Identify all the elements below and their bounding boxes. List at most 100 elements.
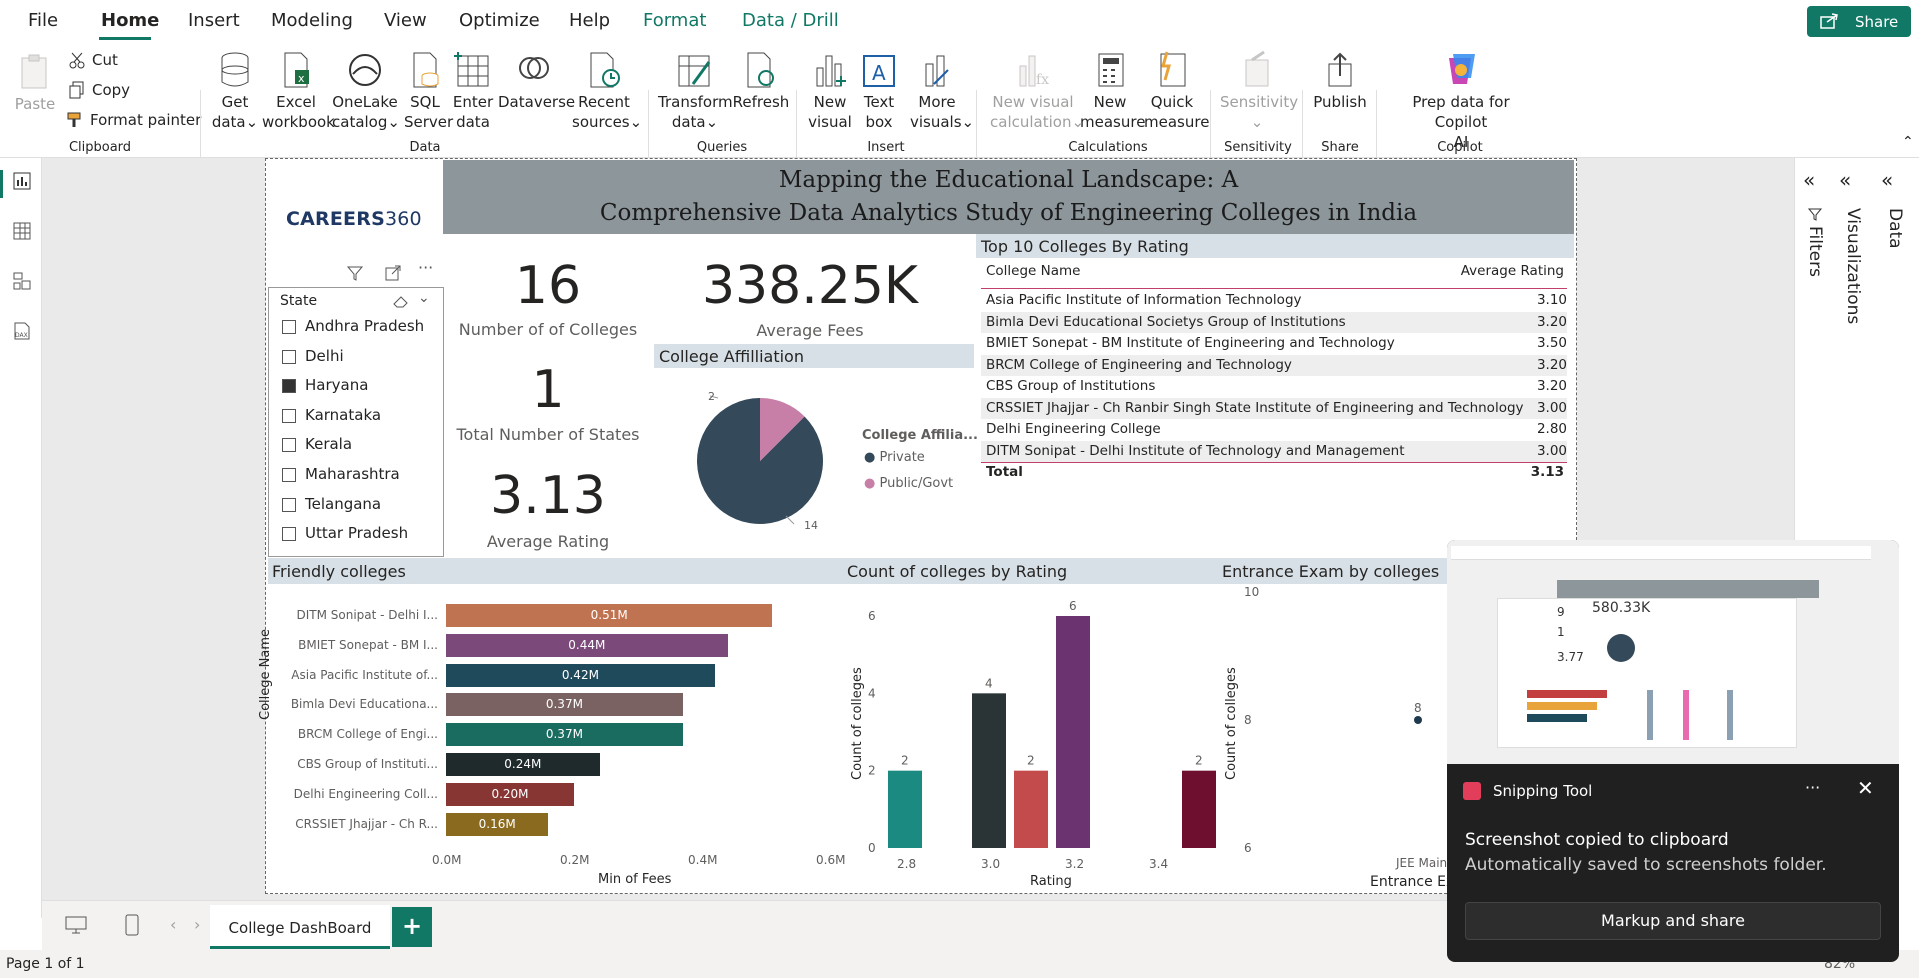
enter-data-button[interactable]: Enter data xyxy=(450,50,496,132)
copy-button[interactable]: Copy xyxy=(68,80,130,100)
new-visual-button[interactable]: New visual xyxy=(806,50,854,132)
excel-workbook-button[interactable]: x Excel workbook xyxy=(262,50,335,132)
format-painter-button[interactable]: Format painter xyxy=(66,110,201,130)
add-page-button[interactable]: + xyxy=(392,907,432,947)
slicer-item[interactable]: Maharashtra xyxy=(282,465,400,483)
cut-button[interactable]: Cut xyxy=(68,50,118,70)
menu-home[interactable]: Home xyxy=(101,10,160,31)
slicer-item[interactable]: Uttar Pradesh xyxy=(282,524,408,542)
slicer-checkbox[interactable] xyxy=(282,320,296,334)
quick-measure-button[interactable]: Quick measure xyxy=(1144,50,1209,132)
data-pane-label[interactable]: Data xyxy=(1885,208,1905,249)
chevron-down-icon[interactable]: ⌄ xyxy=(418,290,430,306)
table-row[interactable]: Asia Pacific Institute of Information Te… xyxy=(981,290,1567,312)
table-view-icon[interactable] xyxy=(13,222,31,240)
slicer-item[interactable]: Kerala xyxy=(282,435,352,453)
collapse-ribbon-icon[interactable]: ⌃ xyxy=(1902,134,1914,150)
slicer-checkbox[interactable] xyxy=(282,468,296,482)
menu-optimize[interactable]: Optimize xyxy=(459,10,540,31)
fees-bar[interactable]: 0.16M xyxy=(446,812,549,836)
fees-bar[interactable]: 0.37M xyxy=(446,693,683,717)
filters-pane-label[interactable]: Filters xyxy=(1805,226,1825,277)
rating-column[interactable] xyxy=(972,693,1006,848)
table-row[interactable]: Bimla Devi Educational Societys Group of… xyxy=(981,311,1567,333)
new-visual-calculation-button[interactable]: fx New visual calculation⌄ xyxy=(990,50,1084,132)
text-box-button[interactable]: A Text box xyxy=(858,50,900,132)
more-options-icon[interactable]: ··· xyxy=(418,258,434,277)
slicer-checkbox[interactable] xyxy=(282,497,296,512)
get-data-button[interactable]: Get data⌄ xyxy=(208,50,262,132)
slicer-checkbox[interactable] xyxy=(282,349,296,364)
slicer-checkbox[interactable] xyxy=(282,438,296,453)
transform-data-button[interactable]: Transform data⌄ xyxy=(658,50,733,132)
new-measure-button[interactable]: New measure xyxy=(1080,50,1145,132)
fees-bar[interactable]: 0.37M xyxy=(446,723,683,747)
menu-data-drill[interactable]: Data / Drill xyxy=(742,10,839,31)
model-view-icon[interactable] xyxy=(13,272,31,290)
focus-mode-icon[interactable] xyxy=(384,264,402,282)
slicer-item[interactable]: Telangana xyxy=(282,495,381,513)
fees-bar[interactable]: 0.20M xyxy=(446,782,574,806)
report-view-icon[interactable] xyxy=(13,172,31,190)
table-row[interactable]: Delhi Engineering College 2.80 xyxy=(981,419,1567,441)
slicer-item[interactable]: Haryana xyxy=(282,376,368,394)
scatter-point[interactable] xyxy=(1414,716,1422,724)
publish-button[interactable]: Publish xyxy=(1312,50,1368,112)
fees-bar[interactable]: 0.42M xyxy=(446,663,715,687)
slicer-checkbox[interactable] xyxy=(282,527,296,542)
rating-column[interactable] xyxy=(888,770,922,848)
prev-page-icon[interactable]: ‹ xyxy=(170,915,177,934)
legend-private[interactable]: ● Private xyxy=(864,450,925,465)
page-tab-college-dashboard[interactable]: College DashBoard xyxy=(210,905,390,949)
visualizations-pane-label[interactable]: Visualizations xyxy=(1843,208,1863,325)
menu-help[interactable]: Help xyxy=(569,10,611,31)
prep-data-copilot-button[interactable]: Prep data for Copilot AI xyxy=(1386,50,1536,152)
rating-column[interactable] xyxy=(1014,770,1048,848)
rating-column[interactable] xyxy=(1182,770,1216,848)
close-icon[interactable]: ✕ xyxy=(1857,776,1874,800)
menu-insert[interactable]: Insert xyxy=(188,10,240,31)
dataverse-button[interactable]: Dataverse xyxy=(498,50,575,112)
screenshot-thumbnail[interactable]: 9 580.33K 1 3.77 xyxy=(1447,540,1899,764)
expand-data-icon[interactable]: « xyxy=(1881,168,1894,192)
slicer-item[interactable]: Andhra Pradesh xyxy=(282,317,424,335)
table-row[interactable]: DITM Sonipat - Delhi Institute of Techno… xyxy=(981,440,1567,462)
fees-bar[interactable]: 0.24M xyxy=(446,753,600,776)
expand-filters-icon[interactable]: « xyxy=(1803,168,1816,192)
col-header-name[interactable]: College Name xyxy=(986,263,1081,279)
slicer-item[interactable]: Delhi xyxy=(282,347,344,365)
paste-button[interactable]: Paste xyxy=(14,52,56,114)
table-row[interactable]: CBS Group of Institutions 3.20 xyxy=(981,376,1567,398)
menu-view[interactable]: View xyxy=(384,10,427,31)
slicer-item[interactable]: Karnataka xyxy=(282,406,381,424)
table-row[interactable]: BMIET Sonepat - BM Institute of Engineer… xyxy=(981,333,1567,355)
col-header-rating[interactable]: Average Rating xyxy=(1460,263,1564,279)
menu-format[interactable]: Format xyxy=(643,10,707,31)
table-row[interactable]: BRCM College of Engineering and Technolo… xyxy=(981,354,1567,376)
mobile-layout-icon[interactable] xyxy=(124,913,140,937)
slicer-checkbox[interactable] xyxy=(282,379,296,394)
markup-and-share-button[interactable]: Markup and share xyxy=(1465,902,1881,940)
rating-column[interactable] xyxy=(1056,616,1090,848)
slicer-checkbox[interactable] xyxy=(282,408,296,423)
fees-bar[interactable]: 0.44M xyxy=(446,633,728,657)
sql-server-button[interactable]: SQL Server xyxy=(404,50,453,132)
filter-icon[interactable] xyxy=(346,264,364,282)
eraser-icon[interactable] xyxy=(392,294,410,308)
onelake-catalog-button[interactable]: OneLake catalog⌄ xyxy=(332,50,400,132)
pie-slice-public[interactable] xyxy=(760,398,805,461)
menu-file[interactable]: File xyxy=(28,10,59,31)
fees-bar[interactable]: 0.51M xyxy=(446,604,773,627)
expand-visualizations-icon[interactable]: « xyxy=(1839,168,1852,192)
share-button[interactable]: Share ⌄ xyxy=(1807,6,1911,49)
sensitivity-button[interactable]: Sensitivity ⌄ xyxy=(1220,50,1298,132)
refresh-button[interactable]: Refresh xyxy=(732,50,790,112)
recent-sources-button[interactable]: Recent sources⌄ xyxy=(572,50,642,132)
table-row[interactable]: CRSSIET Jhajjar - Ch Ranbir Singh State … xyxy=(981,397,1567,419)
dax-query-view-icon[interactable]: DAX xyxy=(13,322,31,340)
more-visuals-button[interactable]: More visuals⌄ xyxy=(910,50,974,132)
next-page-icon[interactable]: › xyxy=(194,915,201,934)
legend-public[interactable]: ● Public/Govt xyxy=(864,476,953,491)
desktop-layout-icon[interactable] xyxy=(64,915,88,935)
menu-modeling[interactable]: Modeling xyxy=(271,10,353,31)
